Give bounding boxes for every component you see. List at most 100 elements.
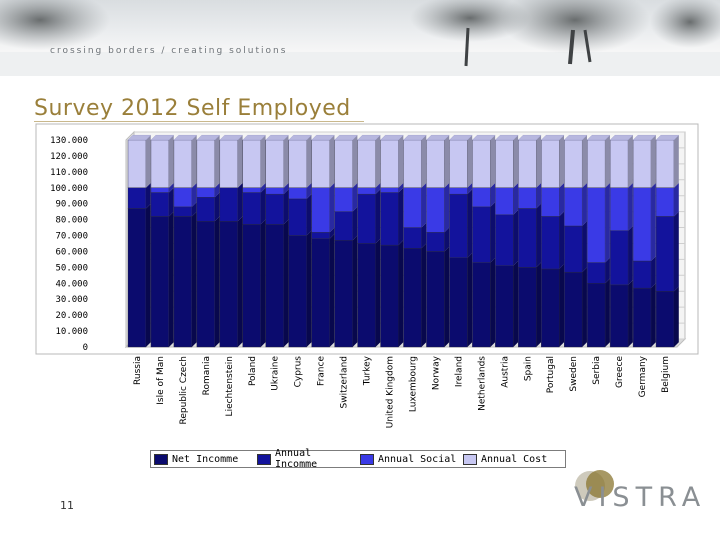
bar-side-annual-cost [306,135,312,188]
bar-segment-annual-cost [403,139,422,188]
x-tick-label: Cyprus [294,356,304,388]
bar-segment-annual-incomme [380,192,399,246]
bar-side-annual-social [467,182,473,195]
bar-top [334,134,358,141]
legend-label-annual-income: Annual Incomme [275,448,318,470]
legend-item-annual-cost: Annual Cost [460,453,563,465]
bar-segment-net-incomme [472,262,491,348]
bar-segment-annual-incomme [449,193,468,259]
bar-segment-net-incomme [403,248,422,348]
header-banner: crossing borders / creating solutions [0,0,720,76]
bar-segment-annual-cost [632,139,652,188]
bar-segment-net-incomme [288,235,307,348]
bar-side-annual-social [421,182,427,228]
bar-segment-net-incomme [242,224,261,348]
bar-top [403,134,427,141]
bar-segment-net-incomme [127,208,147,348]
bar-segment-annual-cost [242,139,261,188]
bar-side-annual-cost [421,135,427,188]
bar-segment-net-incomme [380,244,399,348]
bar-top [219,134,244,141]
bar-segment-annual-cost [586,139,606,188]
bar-segment-annual-incomme [357,193,376,244]
bar-segment-annual-incomme [586,262,606,284]
bar-side-annual-cost [467,135,473,188]
x-tick-label: Turkey [363,355,373,386]
bar-top [540,134,565,141]
bar-side-net-incomme [237,216,243,347]
bar-segment-annual-incomme [219,187,238,222]
bar-segment-net-incomme [426,251,445,348]
bar-segment-net-incomme [518,267,537,348]
bar-side-annual-incomme [260,187,266,225]
bar-segment-net-incomme [334,240,353,348]
bar-side-net-incomme [283,219,289,347]
bar-segment-annual-incomme [196,197,216,222]
bar-side-annual-cost [444,135,450,188]
bar-segment-annual-cost [357,139,376,188]
bar-side-annual-incomme [191,202,197,217]
bar-side-net-incomme [398,240,404,347]
bar-segment-net-incomme [219,221,238,348]
x-tick-label: Poland [248,356,258,386]
bar-segment-annual-social [449,187,468,195]
bar-segment-annual-incomme [632,260,652,289]
y-tick-label: 110.000 [50,168,88,178]
bar-segment-annual-social [357,187,376,195]
bar-segment-annual-incomme [150,192,170,217]
x-tick-label: Republic Czech [179,356,189,425]
bar-side-annual-cost [237,135,243,188]
bar-segment-net-incomme [495,265,514,348]
bar-segment-annual-social [265,187,284,195]
legend-label-annual-social: Annual Social [378,453,457,465]
bar-segment-annual-social [196,187,216,198]
bar-side-net-incomme [375,238,381,347]
bar-side-annual-social [398,182,404,193]
bar-side-annual-incomme [467,189,473,258]
bar-segment-annual-social [518,187,537,209]
bar-top [655,134,680,141]
bar-segment-annual-cost [334,139,353,188]
x-tick-label: France [317,356,327,386]
bar-segment-net-incomme [150,216,170,348]
bar-side-net-incomme [628,280,633,347]
bar-side-annual-incomme [214,192,220,222]
bar-side-net-incomme [214,216,220,347]
x-tick-label: Sweden [569,356,579,392]
bar-side-annual-incomme [559,211,565,269]
bar-segment-net-incomme [655,291,675,348]
x-tick-label: Spain [523,356,533,381]
bar-side-annual-cost [490,135,496,188]
bar-side-annual-incomme [168,187,174,217]
bar-side-net-incomme [145,203,151,347]
x-tick-label: Portugal [546,356,556,393]
bar-side-annual-cost [398,135,404,188]
bar-side-annual-incomme [536,203,542,268]
bar-side-annual-cost [375,135,381,188]
bar-side-annual-incomme [375,189,381,244]
bar-top [357,134,381,141]
bar-segment-net-incomme [357,243,376,348]
bar-segment-annual-cost [655,139,675,188]
legend-label-net-income: Net Incomme [172,453,239,465]
bar-segment-annual-social [150,187,170,193]
bar-segment-annual-social [311,187,330,233]
bar-segment-net-incomme [541,268,560,348]
x-tick-label: Germany [638,355,648,397]
bar-side-annual-social [214,182,220,198]
bar-side-annual-social [674,182,679,217]
bar-top [632,134,657,141]
bar-segment-annual-social [242,187,261,193]
bar-side-annual-cost [145,135,151,188]
bar-segment-annual-incomme [518,208,537,268]
bar-top [517,134,542,141]
x-tick-label: United Kingdom [386,356,396,428]
bar-side-net-incomme [191,211,197,347]
bar-side-net-incomme [467,253,473,347]
bar-segment-net-incomme [449,257,468,348]
y-tick-label: 50.000 [55,263,88,273]
stacked-bar-chart: 0 10.000 20.000 30.000 40.000 50.000 60.000 70.… [35,123,699,428]
bar-top [196,134,221,141]
bar-segment-annual-social [586,187,606,263]
bar-side-annual-cost [283,135,289,188]
